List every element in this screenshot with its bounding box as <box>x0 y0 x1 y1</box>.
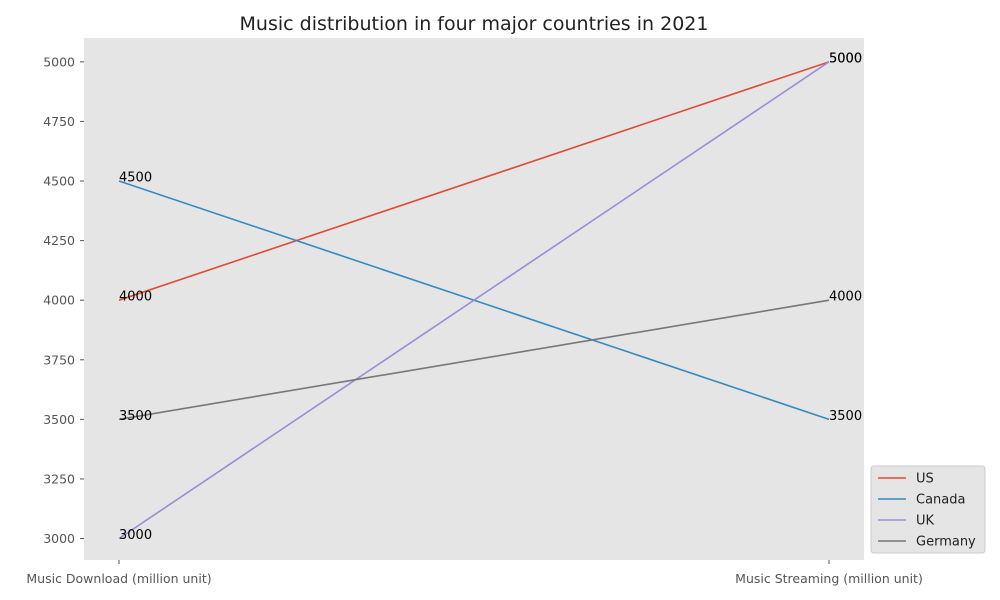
y-tick-label: 5000 <box>43 54 75 69</box>
y-tick-label: 4500 <box>43 174 75 189</box>
x-tick-label: Music Download (million unit) <box>26 571 211 586</box>
legend: US Canada UK Germany <box>870 465 986 554</box>
legend-entry: UK <box>916 514 935 529</box>
legend-box <box>870 465 986 554</box>
data-label: 3000 <box>119 528 152 543</box>
x-tick-label: Music Streaming (million unit) <box>735 571 923 586</box>
data-label: 3500 <box>829 409 862 424</box>
data-label: 3500 <box>119 409 152 424</box>
x-axis: Music Download (million unit) Music Strea… <box>26 560 923 586</box>
legend-entry: Canada <box>916 493 965 508</box>
data-label: 4000 <box>119 290 152 305</box>
y-tick-label: 3000 <box>43 531 75 546</box>
series-line-uk <box>118 61 830 540</box>
chart-title: Music distribution in four major countri… <box>240 13 709 35</box>
legend-entry: Germany <box>916 535 976 550</box>
y-tick-label: 3250 <box>43 471 75 486</box>
legend-entry: US <box>916 472 934 487</box>
y-tick-label: 3750 <box>43 352 75 367</box>
y-tick-label: 4750 <box>43 114 75 129</box>
data-label: 5000 <box>829 51 862 66</box>
series-line-germany <box>118 299 830 421</box>
series-lines <box>118 61 830 540</box>
series-line-us <box>118 61 830 301</box>
data-label: 5000 <box>829 51 862 66</box>
y-tick-label: 4000 <box>43 293 75 308</box>
y-tick-label: 3500 <box>43 412 75 427</box>
data-label: 4500 <box>119 171 152 186</box>
y-tick-label: 4250 <box>43 233 75 248</box>
data-label: 4000 <box>829 290 862 305</box>
y-axis: 3000 3250 3500 3750 4000 4250 4500 4750 5000 <box>43 54 84 546</box>
